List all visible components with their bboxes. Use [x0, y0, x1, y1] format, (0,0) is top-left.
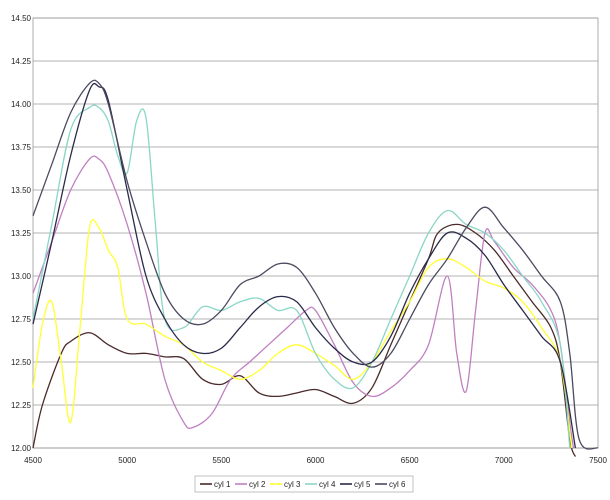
series-line-cyl-3 [32, 218, 573, 449]
x-axis-ticks: 4500 5000 5500 6000 6500 7000 7500 [24, 456, 607, 465]
x-tick-label: 7000 [495, 456, 513, 465]
x-tick-label: 5000 [118, 456, 136, 465]
y-tick-label: 13.75 [11, 143, 32, 152]
y-tick-label: 12.50 [11, 358, 32, 367]
series-line-cyl-5 [32, 82, 577, 449]
legend-label: cyl 4 [319, 480, 336, 489]
x-tick-label: 5500 [212, 456, 230, 465]
y-tick-label: 12.25 [11, 401, 32, 410]
x-tick-label: 7500 [589, 456, 607, 465]
y-axis-ticks: 12.00 12.25 12.50 12.75 13.00 13.25 13.50 13.75… [11, 14, 32, 453]
y-tick-label: 14.00 [11, 100, 32, 109]
series-lines [32, 79, 599, 457]
legend-label: cyl 1 [214, 480, 231, 489]
y-tick-label: 12.00 [11, 444, 32, 453]
legend-label: cyl 2 [249, 480, 266, 489]
y-tick-label: 13.50 [11, 186, 32, 195]
series-line-cyl-6 [32, 79, 599, 450]
y-tick-label: 13.00 [11, 272, 32, 281]
x-tick-label: 6000 [307, 456, 325, 465]
x-tick-label: 6500 [401, 456, 419, 465]
series-line-cyl-1 [32, 223, 577, 457]
x-tick-label: 4500 [24, 456, 42, 465]
legend-label: cyl 5 [354, 480, 371, 489]
legend: cyl 1 cyl 2 cyl 3 cyl 4 cyl 5 cyl 6 [194, 475, 414, 493]
legend-label: cyl 3 [284, 480, 301, 489]
y-tick-label: 14.50 [11, 14, 32, 23]
series-line-cyl-2 [32, 155, 575, 449]
legend-box [194, 475, 414, 493]
y-tick-label: 13.25 [11, 229, 32, 238]
y-tick-label: 14.25 [11, 57, 32, 66]
y-tick-label: 12.75 [11, 315, 32, 324]
legend-label: cyl 6 [389, 480, 406, 489]
grid-lines [33, 17, 598, 449]
series-line-cyl-4 [32, 104, 571, 449]
